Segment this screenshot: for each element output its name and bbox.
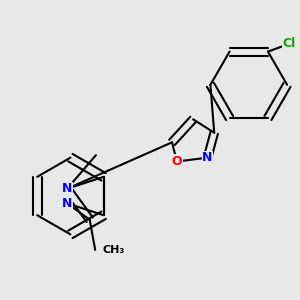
Text: Cl: Cl (282, 38, 296, 50)
Text: N: N (202, 151, 213, 164)
Text: N: N (62, 197, 72, 210)
Text: CH₃: CH₃ (103, 245, 125, 255)
Text: N: N (62, 182, 72, 195)
Text: O: O (172, 155, 182, 168)
